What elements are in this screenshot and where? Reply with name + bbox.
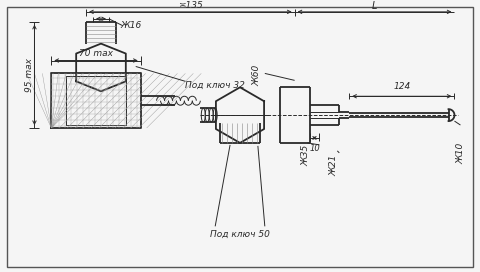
Text: L: L xyxy=(372,1,377,11)
Text: Ж10: Ж10 xyxy=(456,143,466,164)
Text: Ж35: Ж35 xyxy=(301,145,311,166)
Text: Ж60: Ж60 xyxy=(253,65,262,86)
Text: ≍135: ≍135 xyxy=(178,1,203,10)
Text: 10: 10 xyxy=(309,144,320,153)
Text: 70 max: 70 max xyxy=(79,48,113,57)
Text: 124: 124 xyxy=(393,82,410,91)
Text: Под ключ 32: Под ключ 32 xyxy=(185,81,245,90)
Text: Под ключ 50: Под ключ 50 xyxy=(210,230,270,239)
Text: Ж21: Ж21 xyxy=(329,155,338,176)
Text: 95 max: 95 max xyxy=(25,58,34,92)
Text: Ж16: Ж16 xyxy=(120,21,142,30)
